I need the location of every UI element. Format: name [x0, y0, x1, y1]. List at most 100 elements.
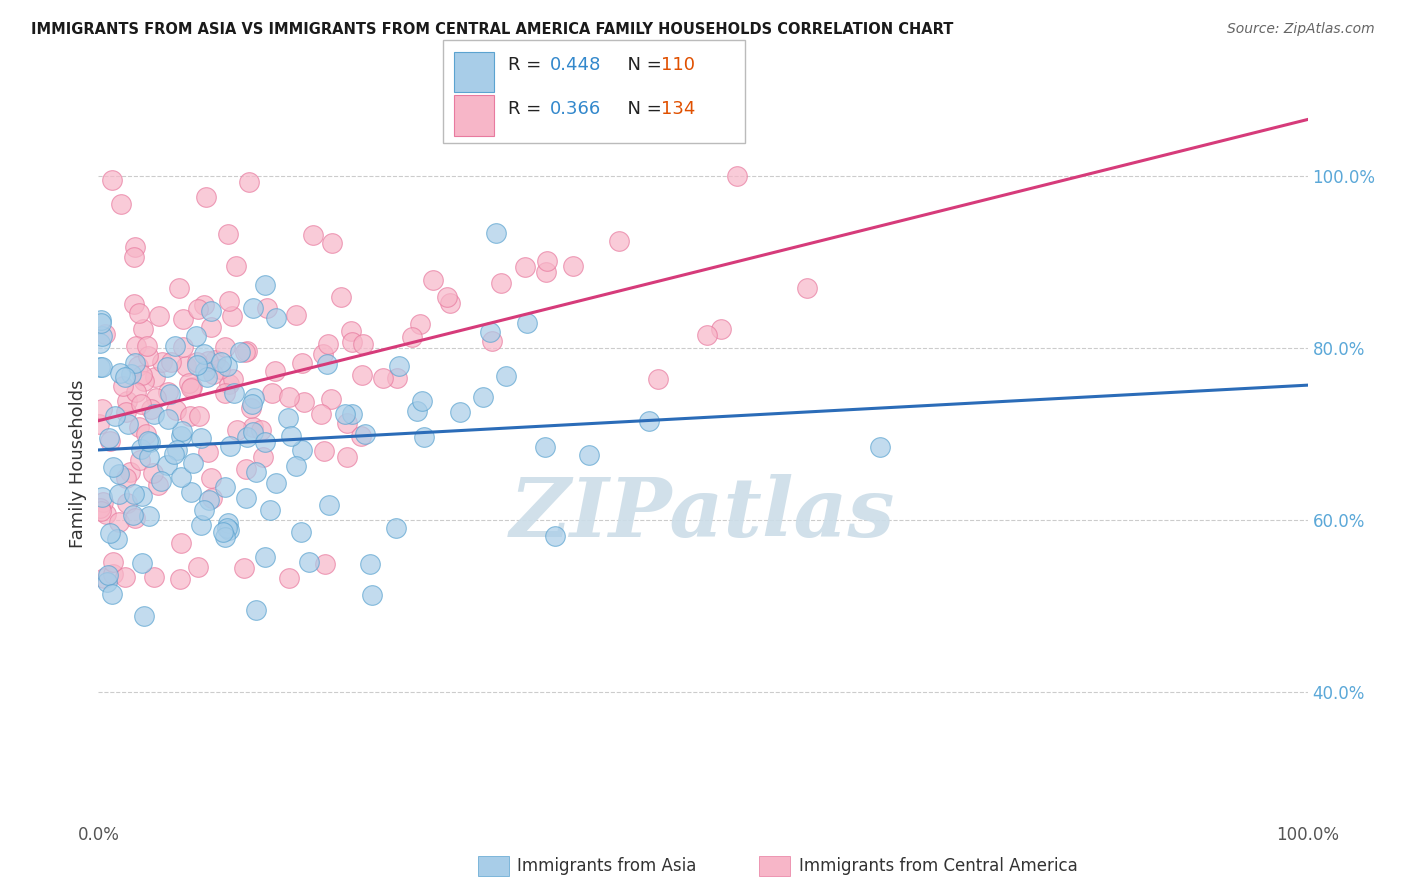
- Point: [312, 347, 335, 361]
- Point: [112, 379, 135, 393]
- Point: [233, 344, 256, 359]
- Point: [710, 322, 733, 336]
- Point: [264, 476, 287, 491]
- Point: [259, 503, 281, 517]
- Point: [195, 370, 218, 384]
- Point: [360, 588, 382, 602]
- Point: [197, 445, 219, 459]
- Point: [336, 450, 359, 465]
- Text: 134: 134: [661, 100, 695, 118]
- Point: [290, 524, 312, 539]
- Point: [142, 467, 165, 481]
- Point: [250, 423, 273, 437]
- Point: [114, 405, 136, 419]
- Point: [607, 234, 630, 248]
- Point: [280, 428, 302, 442]
- Point: [245, 465, 267, 479]
- Point: [242, 301, 264, 315]
- Point: [91, 328, 114, 343]
- Point: [285, 459, 308, 474]
- Text: 110: 110: [661, 56, 695, 74]
- Text: Immigrants from Central America: Immigrants from Central America: [799, 857, 1077, 875]
- Point: [115, 393, 138, 408]
- Point: [439, 296, 461, 310]
- Text: ZIPatlas: ZIPatlas: [510, 474, 896, 554]
- Point: [159, 387, 181, 401]
- Text: N =: N =: [616, 100, 668, 118]
- Point: [411, 394, 433, 409]
- Point: [340, 324, 363, 338]
- Point: [449, 405, 471, 419]
- Point: [138, 450, 160, 464]
- Point: [90, 504, 112, 518]
- Text: N =: N =: [616, 56, 668, 74]
- Point: [333, 407, 356, 421]
- Point: [409, 317, 432, 331]
- Point: [321, 392, 343, 406]
- Point: [302, 227, 325, 242]
- Point: [131, 368, 153, 382]
- Point: [132, 322, 155, 336]
- Point: [188, 409, 211, 424]
- Point: [240, 401, 263, 416]
- Point: [170, 535, 193, 549]
- Point: [180, 379, 202, 393]
- Point: [233, 561, 256, 575]
- Point: [117, 417, 139, 432]
- Point: [225, 259, 247, 273]
- Point: [197, 354, 219, 368]
- Point: [156, 385, 179, 400]
- Point: [124, 356, 146, 370]
- Point: [292, 394, 315, 409]
- Point: [181, 457, 204, 471]
- Point: [406, 404, 429, 418]
- Point: [495, 369, 517, 384]
- Point: [90, 490, 112, 504]
- Point: [218, 438, 240, 452]
- Point: [236, 344, 259, 359]
- Point: [93, 495, 115, 509]
- Point: [212, 524, 235, 539]
- Point: [172, 312, 194, 326]
- Point: [478, 325, 501, 339]
- Point: [204, 353, 226, 368]
- Point: [401, 330, 423, 344]
- Point: [114, 370, 136, 384]
- Point: [101, 566, 124, 581]
- Point: [312, 444, 335, 458]
- Point: [187, 559, 209, 574]
- Point: [202, 367, 225, 381]
- Point: [97, 567, 120, 582]
- Point: [236, 429, 259, 443]
- Point: [226, 423, 249, 437]
- Point: [136, 349, 159, 363]
- Point: [350, 368, 373, 382]
- Text: R =: R =: [508, 56, 547, 74]
- Point: [352, 337, 374, 351]
- Point: [638, 414, 661, 428]
- Point: [311, 407, 333, 421]
- Point: [93, 571, 115, 585]
- Point: [98, 431, 121, 445]
- Point: [242, 425, 264, 439]
- Point: [218, 523, 240, 537]
- Point: [129, 442, 152, 457]
- Point: [105, 532, 128, 546]
- Point: [108, 467, 131, 481]
- Point: [214, 385, 236, 400]
- Point: [515, 260, 537, 274]
- Point: [422, 273, 444, 287]
- Point: [200, 471, 222, 485]
- Point: [146, 478, 169, 492]
- Point: [277, 410, 299, 425]
- Point: [578, 448, 600, 462]
- Point: [193, 347, 215, 361]
- Point: [101, 555, 124, 569]
- Point: [215, 359, 238, 373]
- Point: [354, 427, 377, 442]
- Point: [534, 265, 557, 279]
- Point: [201, 491, 224, 505]
- Point: [253, 434, 276, 449]
- Point: [160, 354, 183, 368]
- Point: [128, 420, 150, 434]
